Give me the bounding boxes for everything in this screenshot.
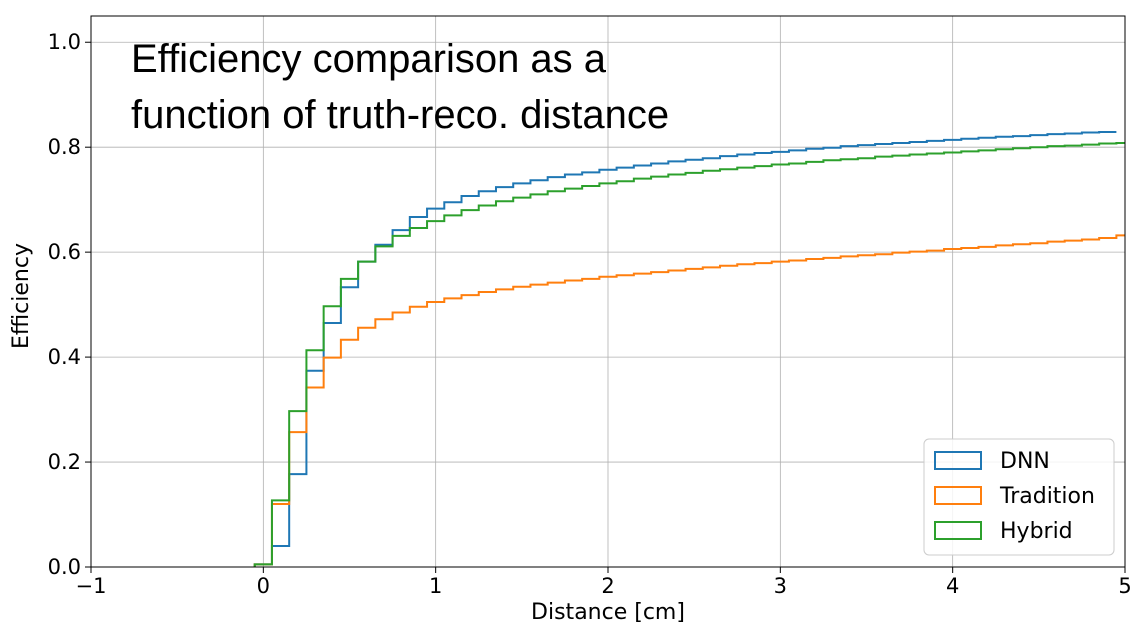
legend-swatch-hybrid [934,521,982,540]
y-tick-label: 0.0 [48,555,81,579]
x-tick-label: 4 [946,574,959,598]
y-tick-label: 1.0 [48,30,81,54]
series-line-tradition [253,234,1125,567]
chart-title-line-2: function of truth-reco. distance [131,93,669,137]
series-lines [253,130,1125,567]
legend-label-dnn: DNN [1000,449,1050,474]
legend: DNN Tradition Hybrid [923,438,1115,556]
x-tick-label: 1 [429,574,442,598]
y-tick-label: 0.4 [48,345,81,369]
legend-entry-tradition: Tradition [934,484,1095,509]
y-tick-label: 0.8 [48,135,81,159]
legend-swatch-tradition [934,486,982,505]
x-tick-label: 3 [774,574,787,598]
y-axis-label: Efficiency [9,243,34,349]
x-tick-label: 5 [1118,574,1131,598]
grid [90,16,1126,568]
y-tick-label: 0.6 [48,240,81,264]
x-tick-label: 0 [257,574,270,598]
legend-label-tradition: Tradition [999,484,1095,509]
axis-ticks: −1 0 1 2 3 4 5 0.0 0.2 0.4 0.6 0.8 1.0 [48,30,1132,598]
series-line-hybrid [253,141,1125,567]
y-tick-label: 0.2 [48,450,81,474]
legend-entry-dnn: DNN [934,449,1050,474]
x-axis-label: Distance [cm] [531,600,685,625]
chart-title-line-1: Efficiency comparison as a [131,37,607,81]
legend-label-hybrid: Hybrid [1000,519,1073,544]
legend-entry-hybrid: Hybrid [934,519,1073,544]
x-tick-label: 2 [601,574,614,598]
legend-swatch-dnn [934,451,982,470]
x-tick-label: −1 [76,574,107,598]
